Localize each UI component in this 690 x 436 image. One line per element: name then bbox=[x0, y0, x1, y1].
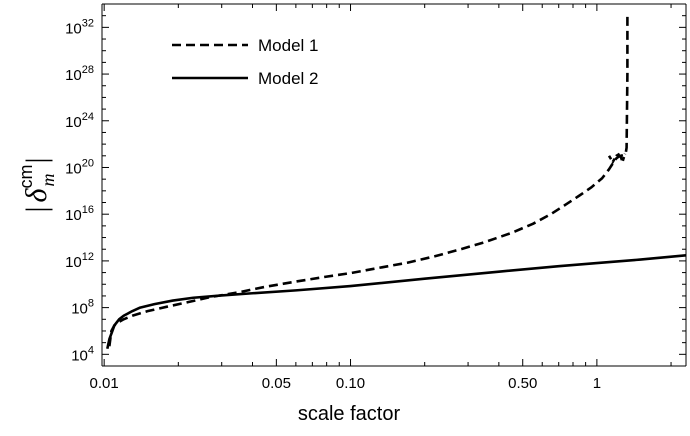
x-tick-label: 0.05 bbox=[262, 375, 291, 392]
legend: Model 1 Model 2 bbox=[172, 36, 318, 88]
legend-label-1: Model 1 bbox=[258, 36, 318, 55]
y-tick-label: 108 bbox=[71, 298, 94, 318]
series-line-1 bbox=[108, 15, 629, 347]
y-axis-label-text: |δcm m| bbox=[16, 158, 58, 213]
legend-label-2: Model 2 bbox=[258, 69, 318, 88]
series-line-2 bbox=[106, 254, 687, 350]
plot-frame bbox=[101, 3, 687, 367]
y-tick-label: 1020 bbox=[65, 157, 94, 177]
y-tick-label: 1028 bbox=[65, 64, 94, 84]
y-tick-label: 1024 bbox=[65, 111, 94, 131]
y-tick-label: 1016 bbox=[65, 204, 94, 224]
y-tick-label: 104 bbox=[71, 344, 94, 364]
y-tick-label: 1032 bbox=[65, 17, 94, 37]
y-axis: 104 108 1012 1016 1020 1024 1028 1032 bbox=[65, 15, 686, 364]
series-1-dip bbox=[607, 151, 627, 167]
x-axis-label: scale factor bbox=[298, 403, 401, 425]
series-layer bbox=[106, 15, 687, 350]
x-tick-label: 1 bbox=[593, 375, 601, 392]
x-tick-label: 0.01 bbox=[90, 375, 119, 392]
y-axis-label: |δcm m| bbox=[16, 158, 58, 213]
y-tick-label: 1012 bbox=[65, 251, 94, 271]
x-tick-label: 0.10 bbox=[336, 375, 365, 392]
x-axis: 0.01 0.05 0.10 0.50 1 bbox=[90, 4, 672, 392]
x-tick-label: 0.50 bbox=[508, 375, 537, 392]
